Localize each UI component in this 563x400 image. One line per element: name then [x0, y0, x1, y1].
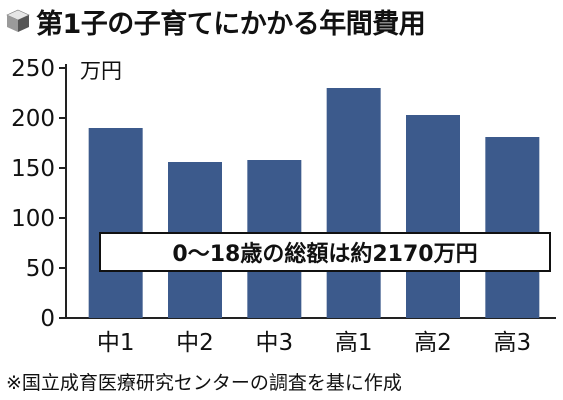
y-tick-label: 200: [11, 106, 55, 132]
bar: [326, 88, 381, 318]
x-category-label: 高1: [335, 330, 373, 356]
chart-title-row: 第1子の子育てにかかる年間費用: [6, 2, 426, 40]
bar: [406, 115, 460, 318]
y-unit-label: 万円: [80, 59, 122, 83]
x-category-label: 高2: [414, 330, 452, 356]
y-tick-label: 0: [40, 306, 55, 332]
source-note: ※国立成育医療研究センターの調査を基に作成: [6, 372, 402, 394]
chart-title: 第1子の子育てにかかる年間費用: [36, 8, 426, 40]
bar: [88, 128, 143, 318]
y-tick-label: 50: [26, 256, 55, 282]
x-category-label: 中2: [176, 330, 214, 356]
y-tick-label: 250: [11, 56, 55, 82]
x-category-label: 中3: [256, 330, 294, 356]
y-tick-label: 150: [11, 156, 55, 182]
y-tick-label: 100: [11, 206, 55, 232]
bar: [485, 137, 540, 318]
x-category-label: 高3: [494, 330, 532, 356]
total-annotation-box: 0〜18歳の総額は約2170万円: [99, 232, 551, 272]
cube-icon: [6, 9, 30, 32]
x-category-label: 中1: [97, 330, 135, 356]
